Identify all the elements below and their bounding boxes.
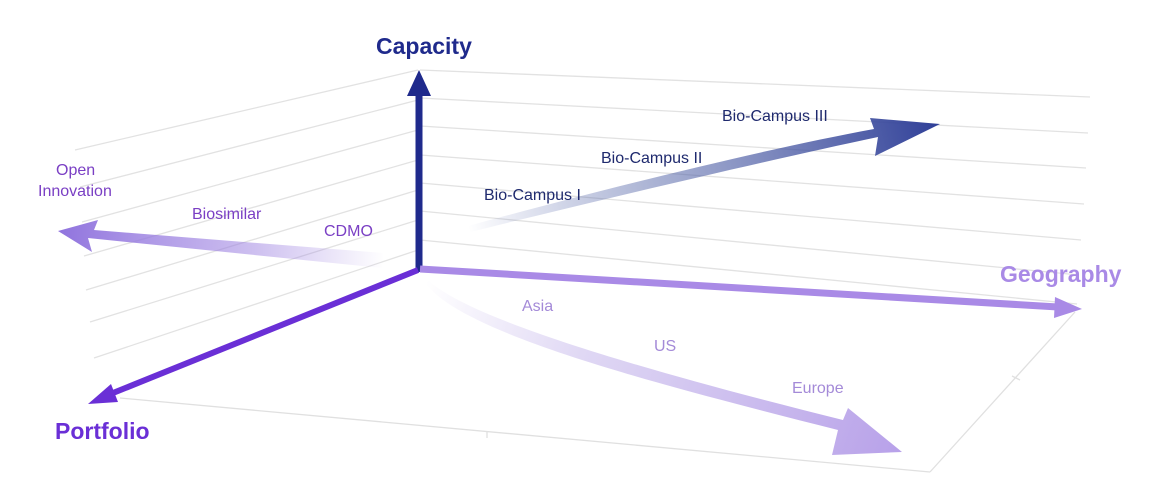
portfolio-axis (88, 267, 420, 404)
capacity-growth-arrow (468, 118, 940, 232)
portfolio-step-open-innovation-line1: Open (56, 162, 96, 179)
geography-step-us: US (654, 338, 677, 355)
capacity-step-bio-campus-2: Bio-Campus II (601, 150, 703, 167)
side-wall-grid (74, 69, 419, 359)
capacity-step-bio-campus-3: Bio-Campus III (722, 108, 828, 125)
geography-growth-arrow (422, 278, 902, 455)
portfolio-axis-title: Portfolio (55, 418, 150, 444)
geography-axis-title: Geography (1000, 261, 1122, 287)
portfolio-step-cdmo: CDMO (324, 223, 373, 240)
portfolio-step-open-innovation-line2: Innovation (38, 183, 112, 200)
floor-grid (119, 311, 1076, 473)
geography-axis (419, 265, 1082, 318)
capacity-axis-title: Capacity (376, 33, 472, 59)
capacity-axis (407, 70, 431, 272)
portfolio-step-biosimilar: Biosimilar (192, 206, 262, 223)
geography-step-asia: Asia (522, 298, 554, 315)
portfolio-growth-arrow (58, 220, 383, 268)
capacity-step-bio-campus-1: Bio-Campus I (484, 187, 581, 204)
geography-step-europe: Europe (792, 380, 844, 397)
back-wall-grid (419, 69, 1091, 305)
